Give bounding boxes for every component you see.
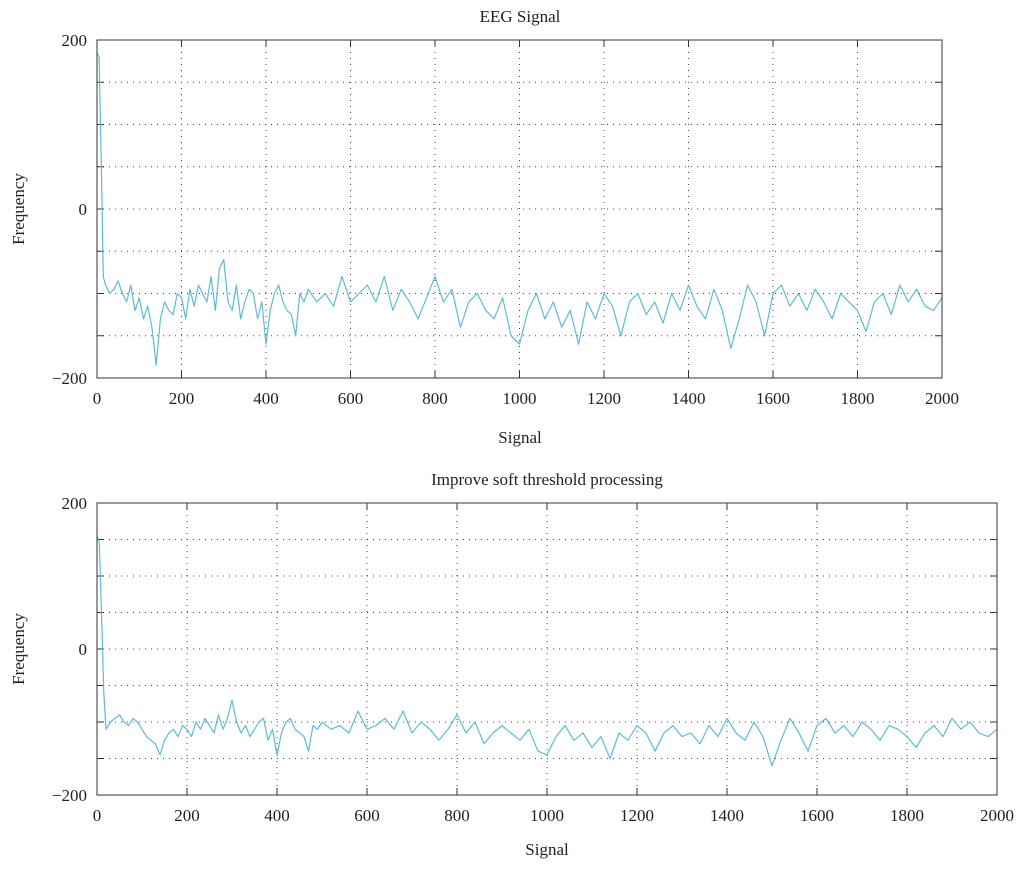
x-tick-label: 1800	[841, 389, 875, 408]
series-line	[96, 535, 998, 767]
x-tick-label: 200	[169, 389, 195, 408]
x-tick-label: 400	[264, 806, 290, 825]
x-tick-label: 1000	[530, 806, 564, 825]
x-tick-label: 1600	[800, 806, 834, 825]
panel-eeg-signal: EEG Signal 0 200 400 600 800 1000 1200 1400 1600…	[9, 7, 959, 447]
x-tick-label: 0	[93, 806, 102, 825]
y-tick-label: 0	[79, 640, 88, 659]
x-tick-labels: 0 200 400 600 800 1000 1200 1400 1600 1800 2000	[93, 806, 1014, 825]
y-tick-label: 0	[79, 200, 88, 219]
plot-frame	[96, 39, 943, 379]
y-tick-labels: −200 0 200	[52, 31, 87, 388]
x-tick-label: 600	[338, 389, 364, 408]
series-line	[96, 52, 943, 366]
grid-lines	[97, 503, 997, 795]
panel-soft-threshold: Improve soft threshold processing 0 200 40…	[9, 470, 1014, 859]
x-tick-label: 1000	[503, 389, 537, 408]
plot-frame	[96, 502, 998, 796]
y-tick-label: 200	[62, 31, 88, 50]
x-tick-label: 800	[422, 389, 448, 408]
x-tick-labels: 0 200 400 600 800 1000 1200 1400 1600 1800 2000	[93, 389, 959, 408]
x-tick-label: 1200	[620, 806, 654, 825]
x-tick-label: 400	[253, 389, 279, 408]
y-tick-label: −200	[52, 369, 87, 388]
x-axis-label: Signal	[525, 840, 569, 859]
x-tick-label: 2000	[980, 806, 1014, 825]
x-tick-label: 0	[93, 389, 102, 408]
y-axis-label: Frequency	[9, 613, 28, 685]
grid-lines	[97, 40, 942, 378]
x-tick-label: 1600	[756, 389, 790, 408]
x-tick-label: 200	[174, 806, 200, 825]
x-tick-label: 1200	[587, 389, 621, 408]
x-axis-label: Signal	[498, 428, 542, 447]
x-tick-label: 1800	[890, 806, 924, 825]
y-tick-label: 200	[62, 494, 88, 513]
y-tick-labels: −200 0 200	[52, 494, 87, 805]
x-tick-label: 800	[444, 806, 470, 825]
chart-title: EEG Signal	[480, 7, 561, 26]
x-tick-label: 1400	[710, 806, 744, 825]
chart-title: Improve soft threshold processing	[431, 470, 663, 489]
x-tick-label: 2000	[925, 389, 959, 408]
y-axis-label: Frequency	[9, 173, 28, 245]
y-tick-label: −200	[52, 786, 87, 805]
x-tick-label: 600	[354, 806, 380, 825]
x-tick-label: 1400	[672, 389, 706, 408]
